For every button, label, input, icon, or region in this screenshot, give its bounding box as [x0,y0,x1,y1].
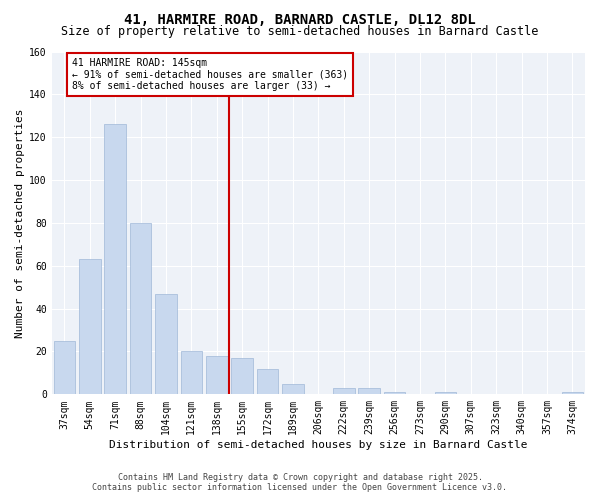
Bar [282,384,304,394]
Bar [257,368,278,394]
X-axis label: Distribution of semi-detached houses by size in Barnard Castle: Distribution of semi-detached houses by … [109,440,527,450]
Bar [333,388,355,394]
Bar [232,358,253,395]
Text: Contains HM Land Registry data © Crown copyright and database right 2025.
Contai: Contains HM Land Registry data © Crown c… [92,473,508,492]
Bar [384,392,406,394]
Bar [358,388,380,394]
Bar [79,260,101,394]
Text: 41 HARMIRE ROAD: 145sqm
← 91% of semi-detached houses are smaller (363)
8% of se: 41 HARMIRE ROAD: 145sqm ← 91% of semi-de… [72,58,348,91]
Bar [434,392,456,394]
Text: Size of property relative to semi-detached houses in Barnard Castle: Size of property relative to semi-detach… [61,25,539,38]
Bar [181,352,202,395]
Bar [130,223,151,394]
Bar [53,341,75,394]
Bar [206,356,227,395]
Bar [562,392,583,394]
Bar [155,294,177,394]
Text: 41, HARMIRE ROAD, BARNARD CASTLE, DL12 8DL: 41, HARMIRE ROAD, BARNARD CASTLE, DL12 8… [124,12,476,26]
Y-axis label: Number of semi-detached properties: Number of semi-detached properties [15,108,25,338]
Bar [104,124,126,394]
